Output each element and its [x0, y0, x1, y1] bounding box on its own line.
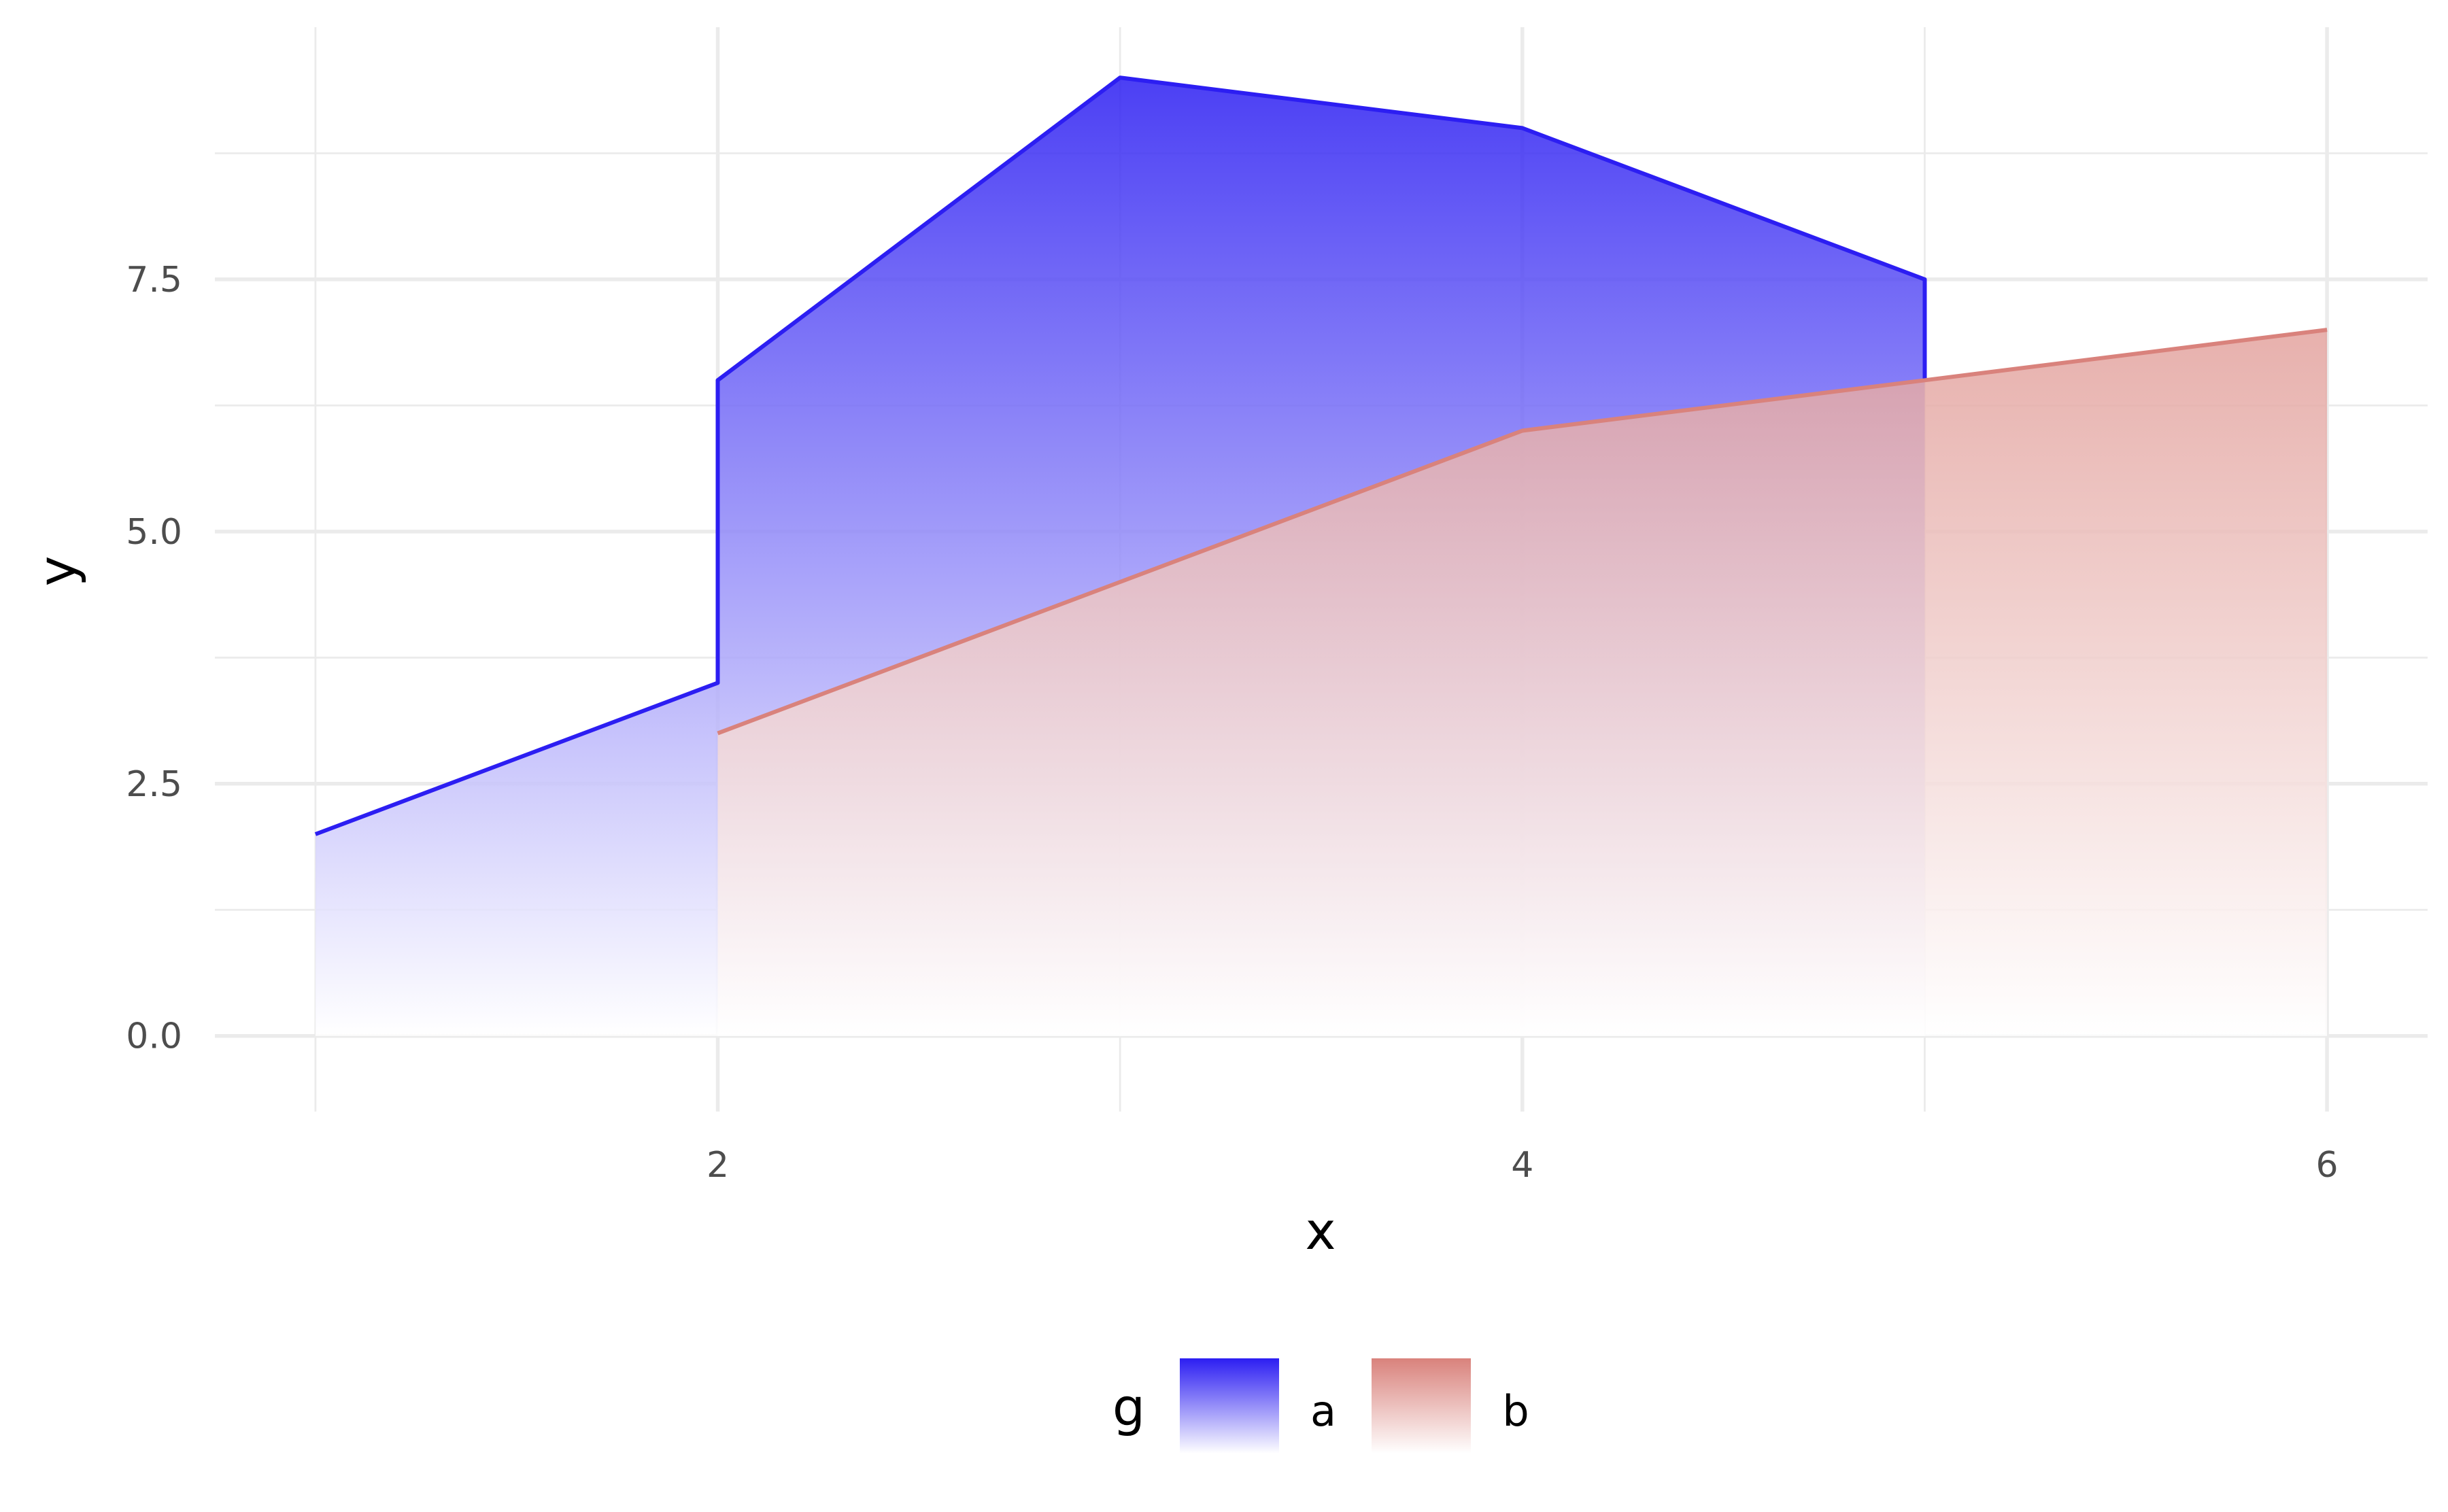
y-tick-label: 7.5 — [126, 260, 182, 300]
legend-label-b: b — [1502, 1386, 1529, 1436]
legend-key-b — [1372, 1358, 1471, 1454]
line-a — [314, 75, 1927, 836]
line-b — [717, 328, 2328, 736]
y-tick-label: 5.0 — [126, 512, 182, 553]
y-tick-label: 0.0 — [126, 1016, 182, 1057]
area-fills — [315, 78, 2328, 1036]
x-tick-label: 6 — [2316, 1145, 2339, 1186]
legend-label-a: a — [1310, 1386, 1336, 1436]
area-b — [717, 330, 2328, 1036]
x-tick-labels: 2 4 6 — [707, 1145, 2339, 1186]
y-axis-title: y — [27, 556, 87, 587]
y-tick-labels: 0.0 2.5 5.0 7.5 — [126, 260, 182, 1057]
legend-key-a — [1180, 1358, 1279, 1454]
legend-title: g — [1112, 1377, 1145, 1437]
x-tick-label: 4 — [1511, 1145, 1533, 1186]
x-tick-label: 2 — [707, 1145, 729, 1186]
x-axis-title: x — [1306, 1201, 1336, 1261]
series-lines — [314, 75, 2328, 836]
y-tick-label: 2.5 — [126, 764, 182, 805]
